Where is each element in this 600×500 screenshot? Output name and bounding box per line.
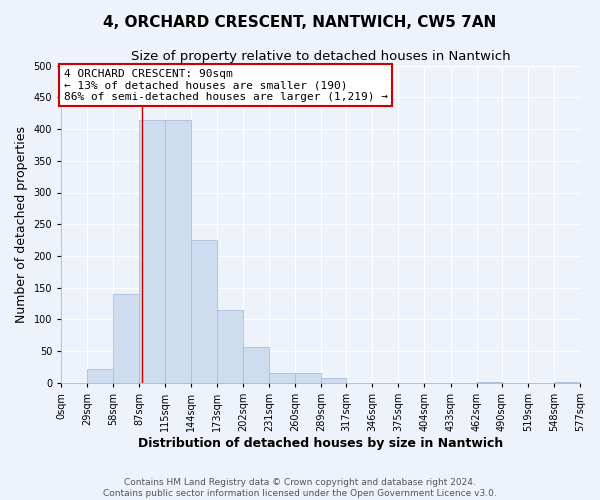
Bar (87, 369, 113, 383)
Bar (476, 382, 502, 383)
Title: Size of property relative to detached houses in Nantwich: Size of property relative to detached ho… (131, 50, 511, 63)
Bar (139, 120, 164, 383)
Bar (295, 374, 321, 383)
Bar (164, 120, 191, 383)
Bar (269, 374, 295, 383)
Bar (554, 382, 580, 383)
Bar (191, 240, 217, 383)
Y-axis label: Number of detached properties: Number of detached properties (15, 126, 28, 322)
Bar (321, 378, 346, 383)
Text: 4, ORCHARD CRESCENT, NANTWICH, CW5 7AN: 4, ORCHARD CRESCENT, NANTWICH, CW5 7AN (103, 15, 497, 30)
Bar (113, 294, 139, 383)
Text: 4 ORCHARD CRESCENT: 90sqm
← 13% of detached houses are smaller (190)
86% of semi: 4 ORCHARD CRESCENT: 90sqm ← 13% of detac… (64, 68, 388, 102)
Bar (243, 346, 269, 383)
Text: Contains HM Land Registry data © Crown copyright and database right 2024.
Contai: Contains HM Land Registry data © Crown c… (103, 478, 497, 498)
Bar (217, 310, 243, 383)
X-axis label: Distribution of detached houses by size in Nantwich: Distribution of detached houses by size … (138, 437, 503, 450)
